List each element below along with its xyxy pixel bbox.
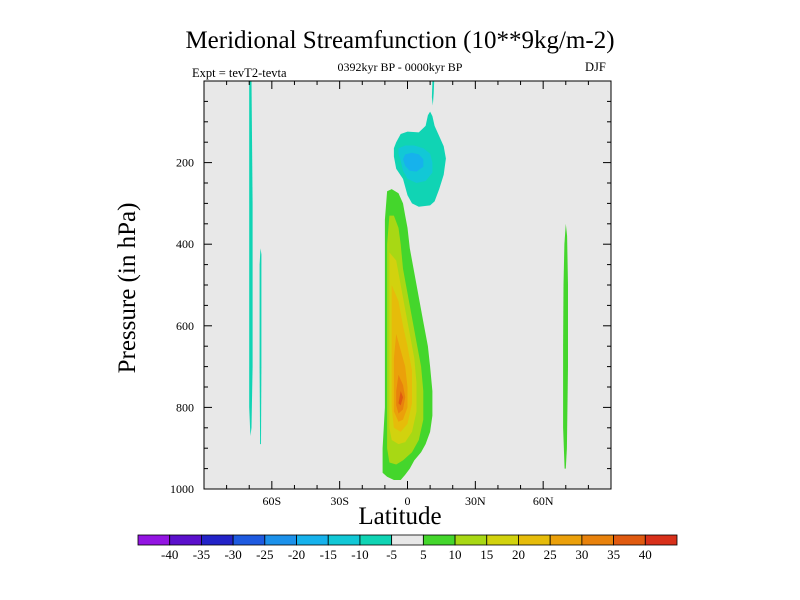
colorbar-label: -25 — [256, 547, 273, 562]
x-tick-label: 0 — [405, 494, 411, 508]
region-lower-positive-35 — [398, 391, 403, 406]
colorbar: -40 -35 -30 -25 -20 -15 -10 -5 5 10 15 20 25 30 35 40 — [137, 534, 678, 562]
colorbar-label: 35 — [607, 547, 620, 562]
colorbar-label: -15 — [320, 547, 337, 562]
colorbar-box — [296, 534, 329, 546]
colorbar-label: 25 — [544, 547, 557, 562]
region-tropopause-wisp — [431, 81, 435, 106]
colorbar-label: -10 — [351, 547, 368, 562]
x-tick-label: 60N — [533, 494, 554, 508]
colorbar-box — [613, 534, 646, 546]
colorbar-box — [137, 534, 171, 546]
colorbar-label: -5 — [386, 547, 397, 562]
colorbar-box — [549, 534, 583, 546]
x-axis-label: Latitude — [358, 503, 442, 530]
colorbar-box — [518, 534, 551, 546]
colorbar-box — [232, 534, 266, 546]
colorbar-box — [422, 534, 456, 546]
y-tick-label: 600 — [176, 319, 194, 333]
colorbar-box — [454, 534, 488, 546]
experiment-label: Expt = tevT2-tevta — [192, 66, 287, 80]
colorbar-box — [644, 534, 678, 546]
colorbar-box — [581, 534, 614, 546]
colorbar-box — [486, 534, 519, 546]
colorbar-label: 20 — [512, 547, 525, 562]
y-tick-label: 200 — [176, 156, 194, 170]
axis-ticks: 60S 30S 0 30N 60N 200 400 600 800 1000 — [170, 81, 611, 508]
region-upper-negative-inner — [403, 152, 424, 172]
y-tick-label: 400 — [176, 237, 194, 251]
y-tick-label: 1000 — [170, 482, 194, 496]
colorbar-label: 10 — [449, 547, 462, 562]
x-tick-label: 30S — [330, 494, 349, 508]
season-label: DJF — [585, 60, 606, 74]
region-northern-positive-strip — [563, 223, 568, 469]
chart-subtitle: 0392kyr BP - 0000kyr BP — [337, 60, 463, 74]
colorbar-box — [359, 534, 393, 546]
contour-regions — [249, 81, 568, 480]
colorbar-label: -20 — [288, 547, 305, 562]
colorbar-label: 30 — [575, 547, 588, 562]
colorbar-label: 15 — [480, 547, 493, 562]
colorbar-label: 40 — [639, 547, 652, 562]
colorbar-label: 5 — [420, 547, 427, 562]
colorbar-label: -30 — [224, 547, 241, 562]
chart-title: Meridional Streamfunction (10**9kg/m-2) — [185, 27, 615, 54]
y-tick-label: 800 — [176, 400, 194, 414]
region-southern-negative-strip — [249, 81, 253, 436]
colorbar-box — [169, 534, 202, 546]
colorbar-label: -40 — [161, 547, 178, 562]
x-tick-label: 60S — [262, 494, 281, 508]
x-tick-label: 30N — [465, 494, 486, 508]
colorbar-box — [201, 534, 234, 546]
colorbar-box — [327, 534, 361, 546]
colorbar-box — [264, 534, 297, 546]
colorbar-box — [391, 534, 424, 546]
colorbar-label: -35 — [193, 547, 210, 562]
region-southern-negative-strip-2 — [259, 248, 262, 445]
